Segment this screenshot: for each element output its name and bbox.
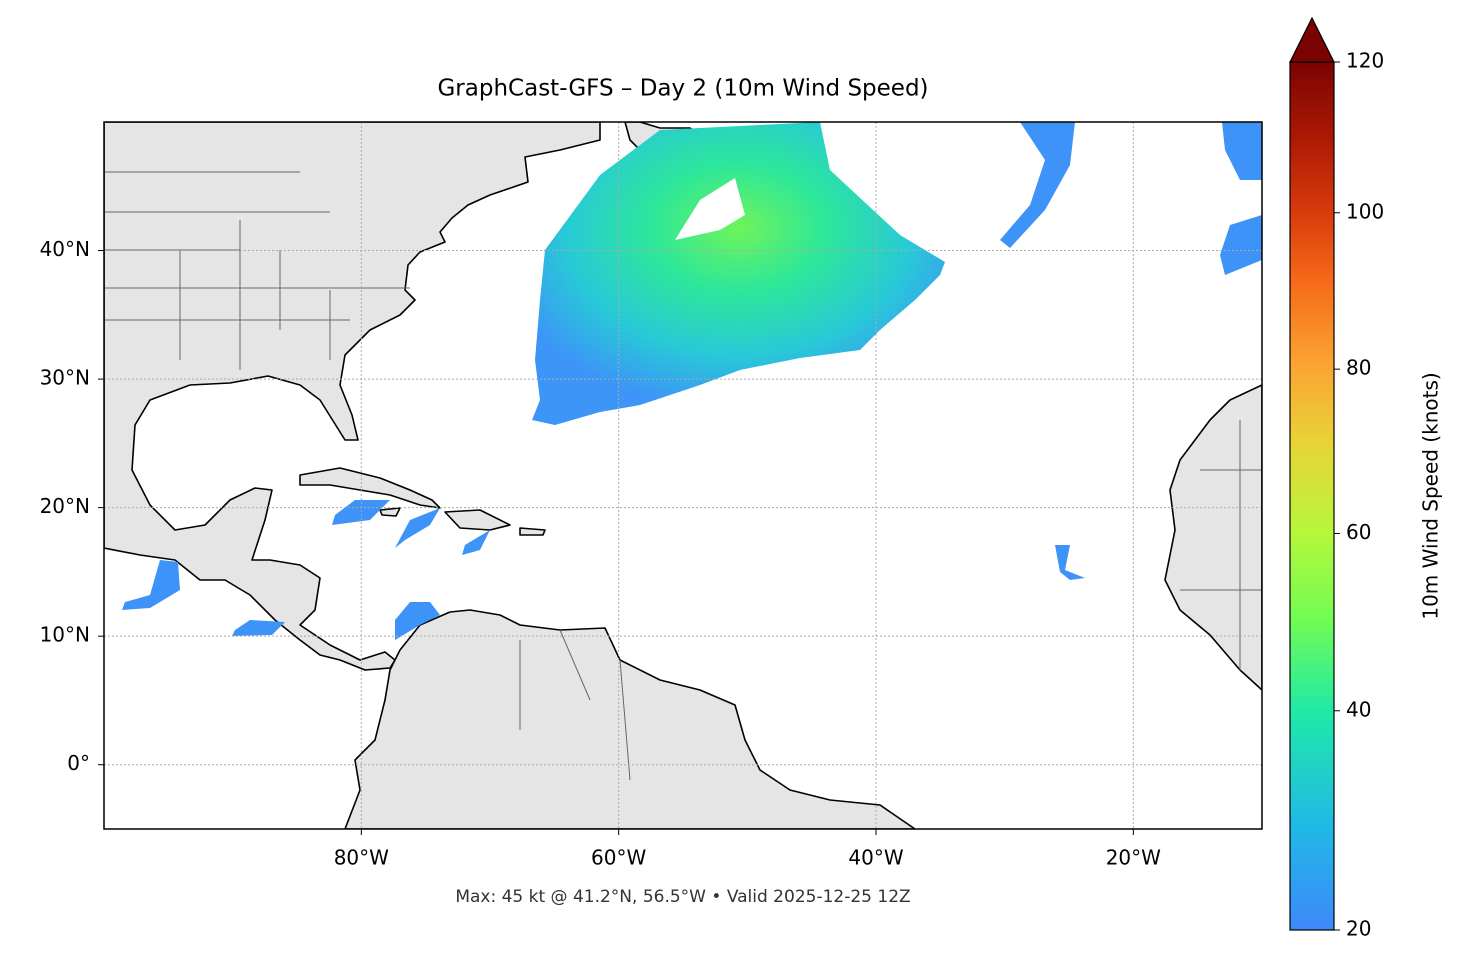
colorbar-extend	[1289, 16, 1335, 63]
state-borders	[104, 171, 1262, 781]
y-tick-label: 10°N	[40, 623, 90, 647]
map-frame	[103, 121, 1263, 830]
africa	[1164, 384, 1262, 691]
wind-area	[1000, 122, 1075, 248]
cuba	[299, 467, 441, 509]
grid	[104, 122, 1262, 829]
wind-area	[332, 500, 390, 525]
y-tick-label: 30°N	[40, 366, 90, 390]
y-tick-label: 40°N	[40, 237, 90, 261]
south-america	[344, 609, 916, 829]
colorbar-tick-label: 40	[1346, 697, 1371, 721]
y-tick-label: 0°	[67, 751, 90, 775]
wind-area	[1055, 545, 1085, 580]
x-tick-label: 60°W	[591, 846, 646, 870]
jamaica	[379, 507, 401, 517]
map	[104, 122, 1262, 829]
colorbar-tick-label: 100	[1346, 199, 1384, 223]
colorbar-tick-label: 80	[1346, 356, 1371, 380]
y-tick-label: 20°N	[40, 494, 90, 518]
wind-area	[532, 122, 945, 425]
colorbar-label: 10m Wind Speed (knots)	[1419, 372, 1443, 619]
colorbar	[1289, 61, 1335, 931]
wind-field	[122, 122, 1262, 640]
wind-area	[1220, 215, 1262, 275]
x-tick-label: 20°W	[1106, 846, 1161, 870]
footer-note: Max: 45 kt @ 41.2°N, 56.5°W • Valid 2025…	[455, 887, 910, 907]
puerto-rico	[519, 527, 546, 536]
wind-area	[395, 508, 440, 548]
wind-gap	[675, 178, 745, 240]
x-tick-label: 40°W	[848, 846, 903, 870]
wind-area	[462, 530, 490, 555]
x-tick-label: 80°W	[334, 846, 389, 870]
wind-area	[1222, 122, 1262, 180]
chart-title: GraphCast-GFS – Day 2 (10m Wind Speed)	[437, 76, 928, 102]
wind-area	[395, 602, 440, 640]
wind-area	[232, 620, 285, 636]
north-america	[104, 122, 601, 671]
colorbar-tick-label: 20	[1346, 917, 1371, 941]
colorbar-tick-label: 60	[1346, 520, 1371, 544]
hispaniola	[444, 509, 511, 531]
colorbar-tick-label: 120	[1346, 49, 1384, 73]
wind-area	[122, 560, 180, 610]
